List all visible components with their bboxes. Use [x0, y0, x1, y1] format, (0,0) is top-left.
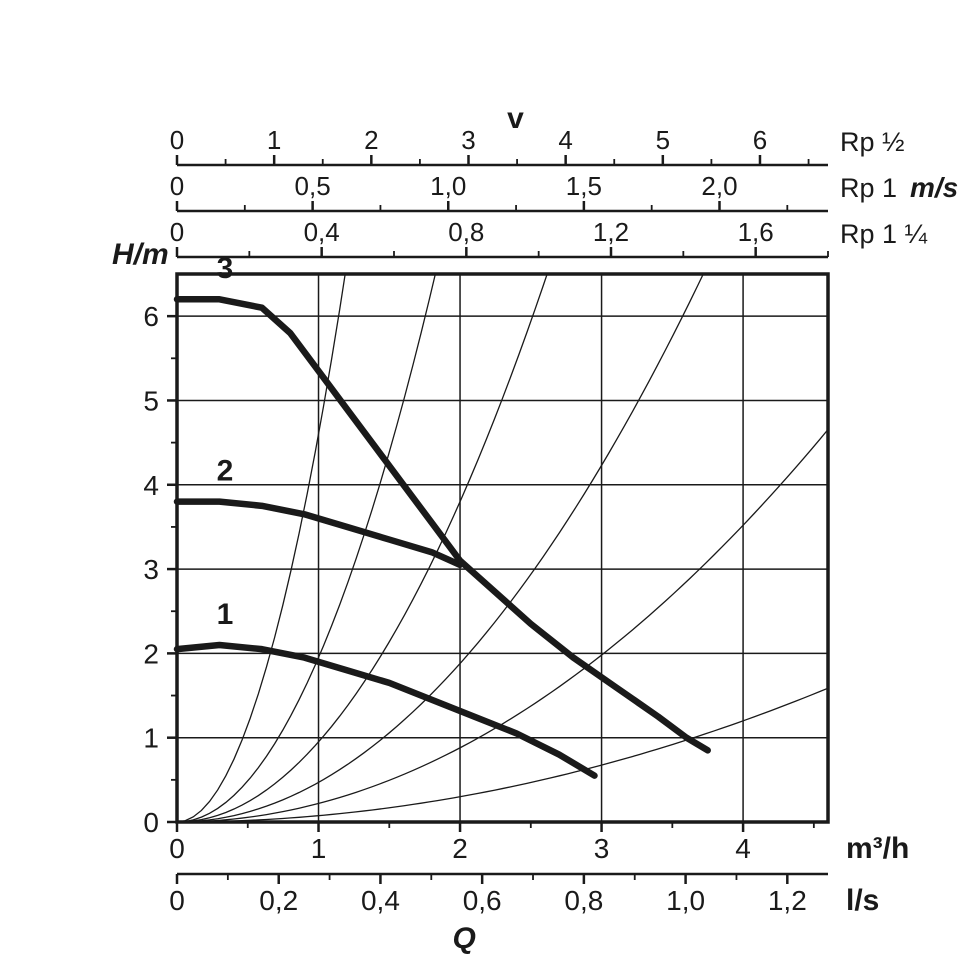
top-row-label: Rp 1 ¼: [840, 219, 928, 249]
x2-tick-label: 1,2: [768, 885, 807, 916]
top-tick-label: 0: [170, 125, 184, 155]
top-tick-label: 3: [461, 125, 475, 155]
top-row-label: Rp 1: [840, 173, 897, 203]
v-title: v: [507, 102, 524, 135]
x2-tick-label: 0,6: [463, 885, 502, 916]
x2-tick-label: 0,8: [564, 885, 603, 916]
x-tick-label: 0: [169, 833, 185, 864]
top-row-label: Rp ½: [840, 127, 905, 157]
y-tick-label: 1: [143, 723, 159, 754]
system-curve: [177, 0, 828, 822]
top-tick-label: 1: [267, 125, 281, 155]
top-tick-label: 0,5: [295, 171, 331, 201]
x2-tick-label: 0,4: [361, 885, 400, 916]
x-tick-label: 2: [452, 833, 468, 864]
system-curve: [177, 0, 828, 822]
y-tick-label: 0: [143, 807, 159, 838]
top-tick-label: 0,8: [448, 217, 484, 247]
y-tick-label: 6: [143, 301, 159, 332]
top-tick-label: 6: [753, 125, 767, 155]
plot-border: [177, 274, 828, 822]
x2-tick-label: 0,2: [259, 885, 298, 916]
pump-curve-label: 1: [217, 598, 234, 631]
top-tick-label: 4: [558, 125, 572, 155]
top-tick-label: 0,4: [304, 217, 340, 247]
q-symbol: Q: [453, 922, 476, 955]
y-axis-label: H/m: [112, 238, 169, 271]
top-tick-label: 5: [656, 125, 670, 155]
y-tick-label: 2: [143, 638, 159, 669]
x-axis-unit-sec: l/s: [846, 884, 879, 917]
top-row-unit: m/s: [910, 172, 958, 203]
top-tick-label: 0: [170, 171, 184, 201]
x-tick-label: 3: [594, 833, 610, 864]
system-curve: [177, 430, 828, 822]
y-tick-label: 5: [143, 385, 159, 416]
x2-tick-label: 0: [169, 885, 185, 916]
top-tick-label: 1,5: [566, 171, 602, 201]
x-tick-label: 1: [311, 833, 327, 864]
system-curve: [177, 0, 828, 822]
pump-curve-1: [177, 645, 594, 776]
top-tick-label: 0: [170, 217, 184, 247]
top-tick-label: 2: [364, 125, 378, 155]
top-tick-label: 1,6: [738, 217, 774, 247]
pump-curve-chart: 1230123456H/m01234m³/h00,20,40,60,81,01,…: [0, 0, 980, 980]
system-curve: [177, 0, 828, 822]
top-tick-label: 1,2: [593, 217, 629, 247]
system-curve: [177, 688, 828, 822]
pump-curve-label: 2: [217, 455, 234, 488]
x2-tick-label: 1,0: [666, 885, 705, 916]
y-tick-label: 3: [143, 554, 159, 585]
top-tick-label: 1,0: [430, 171, 466, 201]
x-axis-unit-main: m³/h: [846, 832, 909, 865]
y-tick-label: 4: [143, 470, 159, 501]
top-tick-label: 2,0: [701, 171, 737, 201]
x-tick-label: 4: [735, 833, 751, 864]
